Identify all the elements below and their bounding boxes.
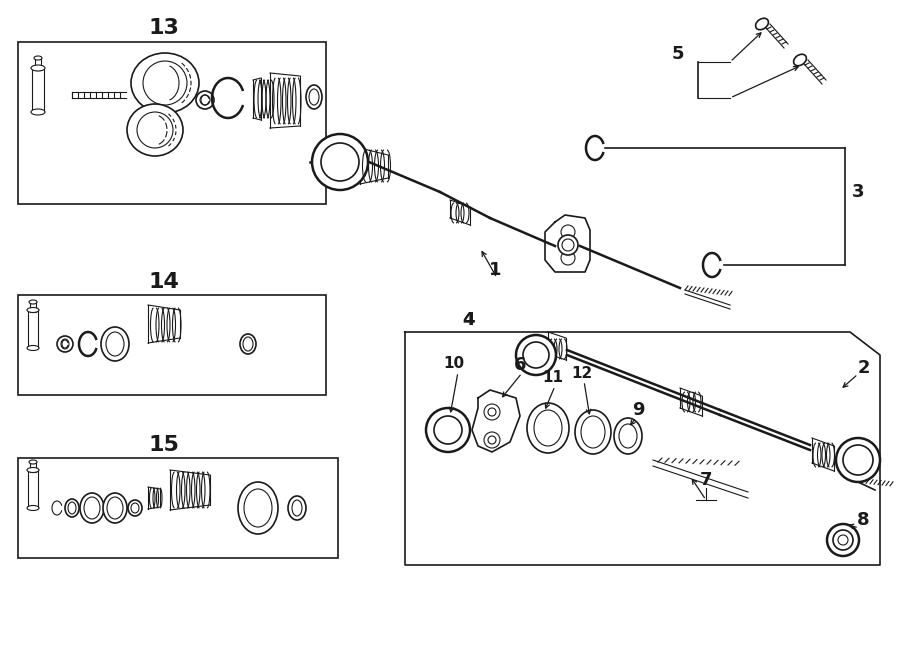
Ellipse shape: [196, 91, 214, 109]
Bar: [32, 68, 44, 112]
Text: 6: 6: [514, 356, 526, 374]
Circle shape: [488, 436, 496, 444]
Ellipse shape: [131, 503, 139, 513]
Ellipse shape: [794, 54, 806, 65]
Bar: [28, 310, 38, 348]
Ellipse shape: [292, 500, 302, 516]
Ellipse shape: [575, 410, 611, 454]
Ellipse shape: [101, 327, 129, 361]
Ellipse shape: [84, 497, 100, 519]
Circle shape: [488, 408, 496, 416]
Circle shape: [833, 530, 853, 550]
Ellipse shape: [200, 95, 210, 105]
Ellipse shape: [131, 53, 199, 113]
Ellipse shape: [534, 410, 562, 446]
Ellipse shape: [68, 502, 76, 514]
Text: 9: 9: [632, 401, 644, 419]
Ellipse shape: [27, 346, 39, 350]
Ellipse shape: [836, 438, 880, 482]
Ellipse shape: [80, 493, 104, 523]
Ellipse shape: [843, 445, 873, 475]
Text: 7: 7: [700, 471, 712, 489]
Circle shape: [484, 404, 500, 420]
Ellipse shape: [309, 89, 319, 105]
Bar: [30, 302, 36, 312]
Text: 4: 4: [462, 311, 474, 329]
Ellipse shape: [29, 300, 37, 304]
Text: 14: 14: [148, 272, 179, 292]
Text: 15: 15: [148, 435, 179, 455]
Ellipse shape: [31, 65, 45, 71]
Text: 2: 2: [858, 359, 870, 377]
Circle shape: [434, 416, 462, 444]
Ellipse shape: [240, 334, 256, 354]
Circle shape: [484, 432, 500, 448]
Bar: [18, 458, 338, 558]
Text: 12: 12: [572, 366, 592, 381]
Ellipse shape: [756, 19, 769, 30]
Circle shape: [827, 524, 859, 556]
Ellipse shape: [619, 424, 637, 448]
Ellipse shape: [243, 337, 253, 351]
Circle shape: [561, 225, 575, 239]
Ellipse shape: [34, 56, 42, 60]
Ellipse shape: [516, 335, 556, 375]
Ellipse shape: [238, 482, 278, 534]
Ellipse shape: [137, 112, 173, 148]
Circle shape: [562, 239, 574, 251]
Ellipse shape: [581, 416, 605, 448]
Bar: [18, 295, 326, 395]
Text: 11: 11: [543, 371, 563, 385]
Ellipse shape: [61, 339, 69, 349]
Ellipse shape: [614, 418, 642, 454]
Circle shape: [558, 235, 578, 255]
Ellipse shape: [527, 403, 569, 453]
Ellipse shape: [523, 342, 549, 368]
Text: 13: 13: [148, 18, 179, 38]
Ellipse shape: [244, 489, 272, 527]
Ellipse shape: [306, 85, 322, 109]
Ellipse shape: [65, 499, 79, 517]
Ellipse shape: [31, 109, 45, 115]
Text: 1: 1: [489, 261, 501, 279]
Ellipse shape: [103, 493, 127, 523]
Text: 8: 8: [857, 511, 869, 529]
Ellipse shape: [27, 467, 39, 473]
Circle shape: [838, 535, 848, 545]
Text: 3: 3: [851, 183, 864, 201]
Bar: [35, 58, 41, 70]
Bar: [30, 462, 36, 472]
Ellipse shape: [27, 506, 39, 510]
Ellipse shape: [127, 104, 183, 156]
Ellipse shape: [312, 134, 368, 190]
Ellipse shape: [106, 332, 124, 356]
Circle shape: [426, 408, 470, 452]
Ellipse shape: [27, 307, 39, 313]
Ellipse shape: [128, 500, 142, 516]
Circle shape: [561, 251, 575, 265]
Text: 4: 4: [462, 311, 474, 329]
Ellipse shape: [29, 460, 37, 464]
Ellipse shape: [57, 336, 73, 352]
Ellipse shape: [143, 61, 187, 105]
Text: 5: 5: [671, 45, 684, 63]
Bar: [28, 470, 38, 508]
Bar: [18, 42, 326, 204]
Ellipse shape: [321, 143, 359, 181]
Ellipse shape: [107, 497, 123, 519]
Ellipse shape: [288, 496, 306, 520]
Text: 10: 10: [444, 356, 464, 371]
